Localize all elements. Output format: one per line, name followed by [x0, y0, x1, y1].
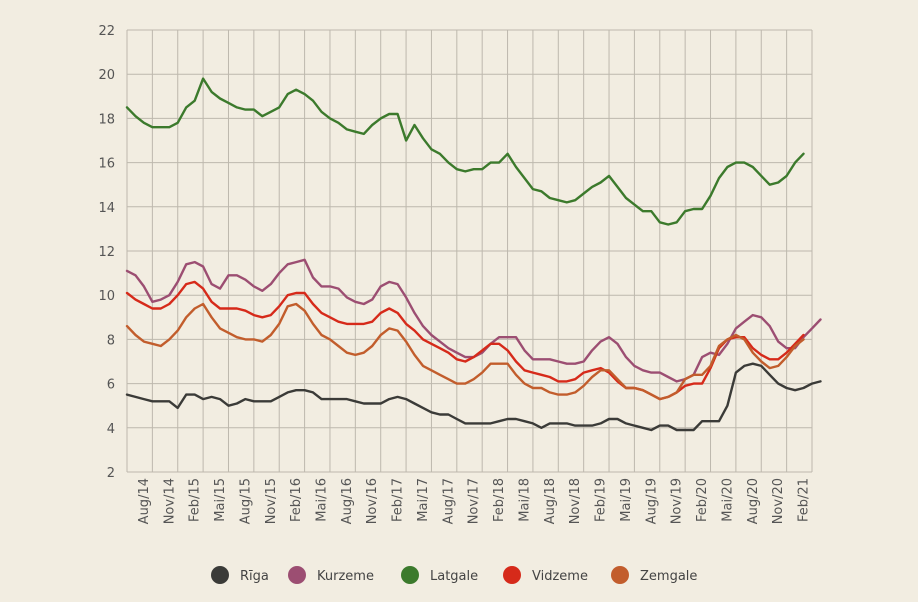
y-tick-label: 4: [107, 422, 115, 437]
x-tick-label: Mai/15: [213, 478, 228, 522]
x-tick-label: Aug/16: [340, 478, 355, 524]
y-tick-label: 14: [98, 201, 115, 216]
y-tick-label: 10: [98, 289, 115, 304]
legend-marker: [288, 566, 306, 584]
legend-marker: [503, 566, 521, 584]
x-tick-label: Mai/17: [416, 478, 431, 522]
x-tick-label: Feb/21: [797, 478, 812, 522]
x-tick-label: Aug/17: [441, 478, 456, 524]
x-tick-label: Feb/17: [391, 478, 406, 522]
x-tick-label: Nov/16: [365, 478, 380, 524]
y-tick-label: 8: [107, 333, 115, 348]
series-line-vidzeme: [125, 280, 805, 401]
series-line-kurzeme: [125, 258, 822, 383]
y-tick-label: 18: [98, 112, 115, 127]
series-line-latgale: [125, 77, 805, 226]
y-tick-label: 6: [107, 378, 115, 393]
x-tick-label: Feb/16: [289, 478, 304, 522]
x-tick-label: Mai/20: [720, 478, 735, 522]
x-tick-label: Nov/17: [467, 478, 482, 524]
x-tick-label: Feb/19: [594, 478, 609, 522]
x-tick-label: Mai/16: [315, 478, 330, 522]
legend-label: Rīga: [240, 569, 269, 584]
series-lines: [125, 77, 822, 432]
series-line-rīga: [125, 362, 822, 432]
legend-marker: [211, 566, 229, 584]
y-tick-label: 22: [98, 24, 115, 39]
x-tick-label: Nov/15: [264, 478, 279, 524]
legend-label: Kurzeme: [317, 569, 374, 584]
x-tick-label: Nov/14: [162, 478, 177, 524]
x-tick-label: Nov/18: [568, 478, 583, 524]
legend-label: Latgale: [430, 569, 478, 584]
x-tick-label: Feb/18: [492, 478, 507, 522]
x-tick-label: Feb/15: [188, 478, 203, 522]
legend: Rīga Kurzeme Latgale Vidzeme Zemgale: [211, 566, 697, 584]
x-tick-label: Aug/19: [644, 478, 659, 524]
y-tick-label: 16: [98, 157, 115, 172]
y-axis-ticks: 2 4 6 8 10 12 14 16 18 20 22: [98, 24, 115, 481]
x-tick-label: Mai/18: [517, 478, 532, 522]
legend-marker: [611, 566, 629, 584]
y-tick-label: 2: [107, 466, 115, 481]
x-tick-label: Nov/19: [670, 478, 685, 524]
y-tick-label: 12: [98, 245, 115, 260]
x-tick-label: Aug/14: [137, 478, 152, 524]
x-tick-label: Aug/20: [746, 478, 761, 524]
x-tick-label: Nov/20: [771, 478, 786, 524]
x-axis-ticks: Aug/14 Nov/14 Feb/15 Mai/15 Aug/15 Nov/15 Feb/…: [137, 478, 812, 524]
x-tick-label: Mai/19: [619, 478, 634, 522]
series-line-zemgale: [125, 302, 805, 401]
legend-label: Vidzeme: [532, 569, 588, 584]
legend-label: Zemgale: [640, 569, 697, 584]
x-tick-label: Feb/20: [695, 478, 710, 522]
y-tick-label: 20: [98, 68, 115, 83]
legend-marker: [401, 566, 419, 584]
x-tick-label: Aug/15: [238, 478, 253, 524]
x-tick-label: Aug/18: [543, 478, 558, 524]
